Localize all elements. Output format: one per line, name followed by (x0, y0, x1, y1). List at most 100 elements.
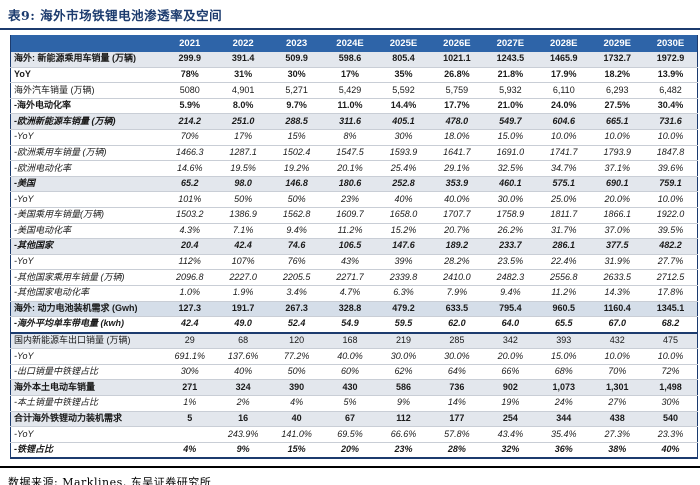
cell: 5% (323, 395, 377, 412)
cell: 633.5 (430, 301, 484, 318)
cell: 70% (163, 129, 217, 146)
cell: 795.4 (483, 301, 538, 318)
cell: 1.9% (216, 285, 270, 302)
cell: 189.2 (430, 238, 484, 255)
cell: 10.0% (590, 348, 644, 365)
row-label: 海外汽车销量 (万辆) (10, 82, 163, 99)
cell: 1847.8 (643, 145, 698, 162)
row-label: 海外本土电动车销量 (10, 379, 163, 397)
cell: 598.6 (323, 52, 377, 68)
cell: 759.1 (643, 176, 698, 193)
table-row: YoY 78% 31% 30% 17% 35% 26.8% 21.8% 17.9% 18.2% 13… (10, 67, 698, 84)
cell: 26.2% (483, 223, 538, 240)
cell: 2482.3 (483, 269, 538, 286)
cell: 65.5 (537, 316, 591, 334)
row-label: -YoY (10, 348, 163, 365)
column-header: 2023 (269, 35, 324, 52)
row-label: -美国乘用车销量(万辆) (10, 207, 163, 224)
cell: 736 (430, 379, 484, 397)
cell: 30.0% (483, 191, 538, 208)
cell: 40.0% (430, 191, 484, 208)
column-header: 2028E (537, 35, 591, 52)
cell: 286.1 (537, 238, 591, 255)
cell: 5080 (163, 82, 217, 99)
cell: 5,759 (430, 82, 484, 99)
row-label: YoY (10, 67, 163, 84)
cell: 168 (323, 332, 377, 350)
cell: 9.4% (269, 223, 324, 240)
row-label: -其他国家 (10, 238, 163, 255)
table-row: -欧洲乘用车销量 (万辆) 1466.3 1287.1 1502.4 1547.5 159… (10, 145, 698, 162)
row-label: 合计海外铁锂动力装机需求 (10, 411, 163, 428)
cell: 10.0% (537, 129, 591, 146)
cell: 4% (163, 442, 217, 459)
column-header: 2027E (483, 35, 538, 52)
cell: 9.4% (483, 285, 538, 302)
cell: 76% (269, 254, 324, 271)
cell: 2410.0 (430, 269, 484, 286)
cell: 15.2% (376, 223, 431, 240)
cell: 27.7% (643, 254, 698, 271)
cell: 28% (430, 442, 484, 459)
cell: 18.2% (590, 67, 644, 84)
cell: 15.0% (483, 129, 538, 146)
cell: 37.0% (590, 223, 644, 240)
cell: 604.6 (537, 113, 591, 130)
cell: 4,901 (216, 82, 270, 99)
row-label: -其他国家电动化率 (10, 285, 163, 302)
cell: 68 (216, 332, 270, 350)
cell: 6,110 (537, 82, 591, 99)
table-body: 海外: 新能源乘用车销量 (万辆) 299.9 391.4 509.9 598.6 805… (10, 52, 698, 459)
column-header-blank (10, 35, 163, 52)
cell: 42.4 (163, 316, 217, 334)
cell: 902 (483, 379, 538, 397)
row-label: 海外: 动力电池装机需求 (Gwh) (10, 301, 163, 318)
cell: 1466.3 (163, 145, 217, 162)
cell: 731.6 (643, 113, 698, 130)
cell: 233.7 (483, 238, 538, 255)
cell: 62.0 (430, 316, 484, 334)
column-header: 2030E (643, 35, 698, 52)
cell: 23% (376, 442, 431, 459)
cell: 72% (643, 364, 698, 381)
cell: 31.9% (590, 254, 644, 271)
cell: 59.5 (376, 316, 431, 334)
cell: 40.0% (323, 348, 377, 365)
row-label: -欧洲新能源车销量 (万辆) (10, 113, 163, 130)
cell: 19% (483, 395, 538, 412)
cell: 377.5 (590, 238, 644, 255)
cell: 10.0% (643, 191, 698, 208)
cell: 30.0% (376, 348, 431, 365)
cell: 5.9% (163, 98, 217, 115)
cell: 32.5% (483, 160, 538, 177)
cell: 35.4% (537, 426, 591, 443)
cell: 62% (376, 364, 431, 381)
table-row: -海外电动化率 5.9% 8.0% 9.7% 11.0% 14.4% 17.7% 21.0% 2… (10, 98, 698, 115)
cell: 20.1% (323, 160, 377, 177)
cell: 2% (216, 395, 270, 412)
cell: 430 (323, 379, 377, 397)
column-header: 2025E (376, 35, 431, 52)
column-header: 2022 (216, 35, 270, 52)
cell: 64% (430, 364, 484, 381)
column-header: 2026E (430, 35, 484, 52)
table-row: -铁锂占比 4% 9% 15% 20% 23% 28% 32% 36% 38% 40% (10, 442, 698, 459)
cell: 70% (590, 364, 644, 381)
cell: 324 (216, 379, 270, 397)
cell: 509.9 (269, 52, 324, 68)
cell: 40 (269, 411, 324, 428)
table-row: -美国 65.2 98.0 146.8 180.6 252.8 353.9 460.1 575.… (10, 176, 698, 193)
cell: 180.6 (323, 176, 377, 193)
cell: 10.0% (590, 129, 644, 146)
cell: 1658.0 (376, 207, 431, 224)
table-row: -YoY 112% 107% 76% 43% 39% 28.2% 23.5% 22.4% 31.9… (10, 254, 698, 271)
row-label: -美国电动化率 (10, 223, 163, 240)
cell: 101% (163, 191, 217, 208)
cell: 29 (163, 332, 217, 350)
cell: 27.5% (590, 98, 644, 115)
cell: 4.3% (163, 223, 217, 240)
row-label: -YoY (10, 254, 163, 271)
cell: 691.1% (163, 348, 217, 365)
cell: 40% (376, 191, 431, 208)
cell: 1160.4 (590, 301, 644, 318)
